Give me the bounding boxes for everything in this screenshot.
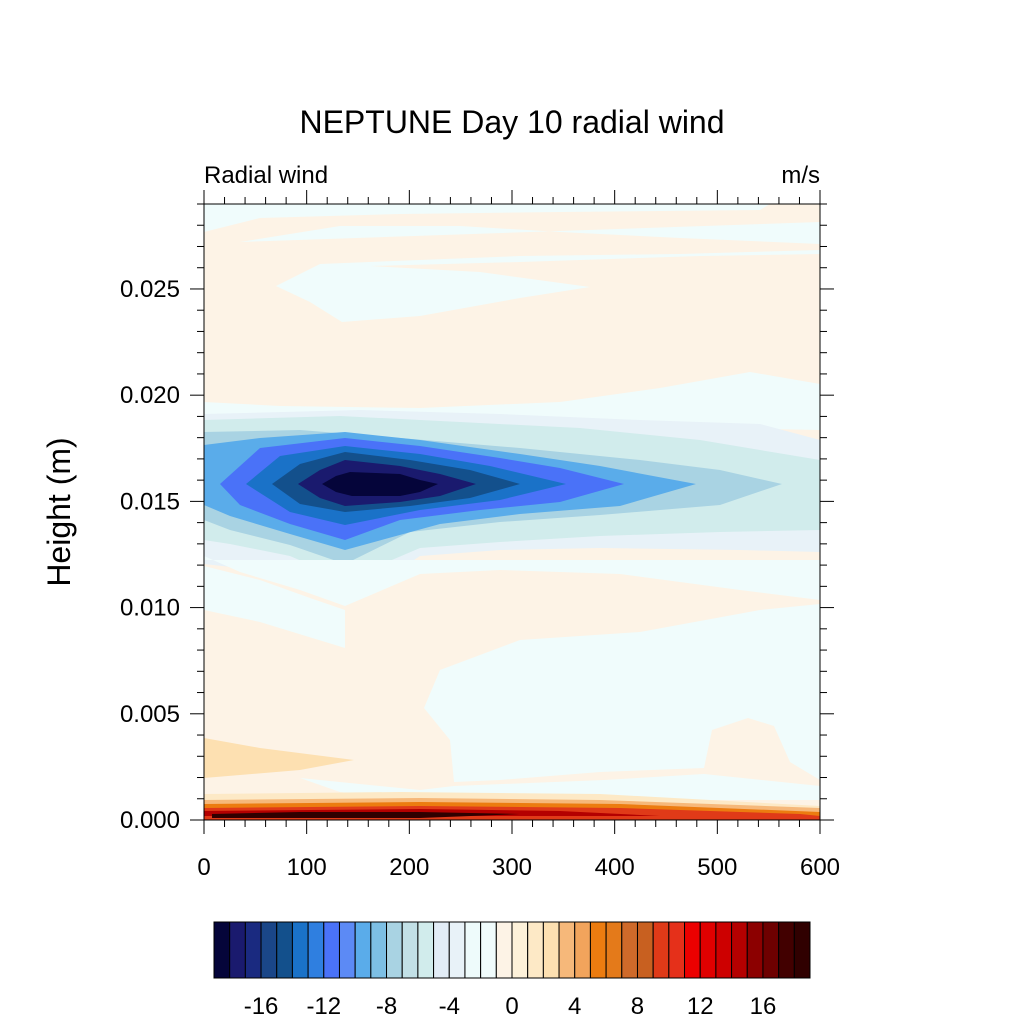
colorbar-swatch	[338, 921, 356, 979]
colorbar-swatch	[276, 921, 293, 979]
colorbar-swatch	[244, 921, 262, 979]
x-tick-label: 0	[197, 854, 210, 881]
colorbar-swatch	[605, 921, 623, 979]
colorbar-label: -4	[439, 993, 460, 1020]
colorbar-swatch	[386, 921, 403, 979]
contour-upper-cyan-patch	[240, 222, 820, 322]
colorbar-swatch	[401, 921, 419, 979]
contour-jet-core	[322, 472, 438, 496]
colorbar-label: -12	[306, 993, 341, 1020]
colorbar-swatch	[480, 921, 497, 979]
colorbar-swatch	[699, 921, 717, 979]
y-tick-label: 0.000	[120, 807, 180, 834]
colorbar-swatch	[558, 921, 576, 979]
colorbar-swatch	[778, 921, 795, 979]
colorbar-swatch	[731, 921, 748, 979]
colorbar-swatch	[621, 921, 638, 979]
x-tick-label: 500	[697, 854, 737, 881]
y-tick-label: 0.020	[120, 382, 180, 409]
colorbar-swatch	[668, 921, 686, 979]
colorbar-label: 16	[750, 993, 777, 1020]
colorbar-swatch	[495, 921, 513, 979]
y-tick-label: 0.015	[120, 488, 180, 515]
chart-title: NEPTUNE Day 10 radial wind	[299, 104, 724, 140]
x-tick-label: 600	[800, 854, 840, 881]
colorbar-labels: -16 -12 -8 -4 0 4 8 12 16	[244, 993, 777, 1020]
colorbar-swatch	[684, 921, 701, 979]
x-tick-label: 200	[389, 854, 429, 881]
contour-left-orange	[204, 738, 354, 778]
colorbar-swatch	[229, 921, 246, 979]
colorbar-swatch	[542, 921, 560, 979]
colorbar-swatch	[417, 921, 435, 979]
colorbar-swatch	[652, 921, 670, 979]
contour-lower-cyan	[204, 556, 820, 782]
y-tick-label: 0.025	[120, 276, 180, 303]
colorbar-swatch	[291, 921, 309, 979]
colorbar-swatch	[574, 921, 591, 979]
colorbar-label: 0	[505, 993, 518, 1020]
colorbar-label: 8	[631, 993, 644, 1020]
y-axis-label: Height (m)	[41, 437, 77, 586]
contour-cyan-left	[204, 566, 345, 648]
colorbar-swatch	[589, 921, 607, 979]
y-axis-ticks: 0.000 0.005 0.010 0.015 0.020 0.025	[120, 203, 834, 834]
colorbar-swatch	[793, 921, 811, 979]
colorbar-swatch	[448, 921, 466, 979]
colorbar-label: 4	[568, 993, 581, 1020]
colorbar-swatch	[370, 921, 388, 979]
colorbar-label: -8	[376, 993, 397, 1020]
colorbar-swatch	[260, 921, 278, 979]
colorbar-swatch	[433, 921, 450, 979]
contour-surface-core	[212, 812, 520, 818]
colorbar-swatch	[746, 921, 764, 979]
x-tick-label: 100	[287, 854, 327, 881]
y-tick-label: 0.010	[120, 595, 180, 622]
left-string: Radial wind	[204, 162, 328, 189]
colorbar-swatch	[762, 921, 780, 979]
contour-upper-cyan-top	[204, 204, 770, 232]
right-string: m/s	[781, 162, 820, 189]
y-tick-label: 0.005	[120, 701, 180, 728]
colorbar-swatch	[527, 921, 544, 979]
colorbar	[213, 921, 811, 979]
contour-fills	[204, 204, 820, 820]
colorbar-swatch	[213, 921, 231, 979]
colorbar-swatch	[464, 921, 482, 979]
colorbar-swatch	[511, 921, 529, 979]
x-tick-label: 300	[492, 854, 532, 881]
colorbar-swatch	[323, 921, 340, 979]
colorbar-swatch	[354, 921, 372, 979]
colorbar-swatch	[636, 921, 654, 979]
colorbar-swatch	[307, 921, 325, 979]
colorbar-label: -16	[244, 993, 279, 1020]
colorbar-swatch	[715, 921, 733, 979]
x-axis-ticks: 0 100 200 300 400 500 600	[197, 190, 840, 881]
colorbar-label: 12	[687, 993, 714, 1020]
x-tick-label: 400	[595, 854, 635, 881]
